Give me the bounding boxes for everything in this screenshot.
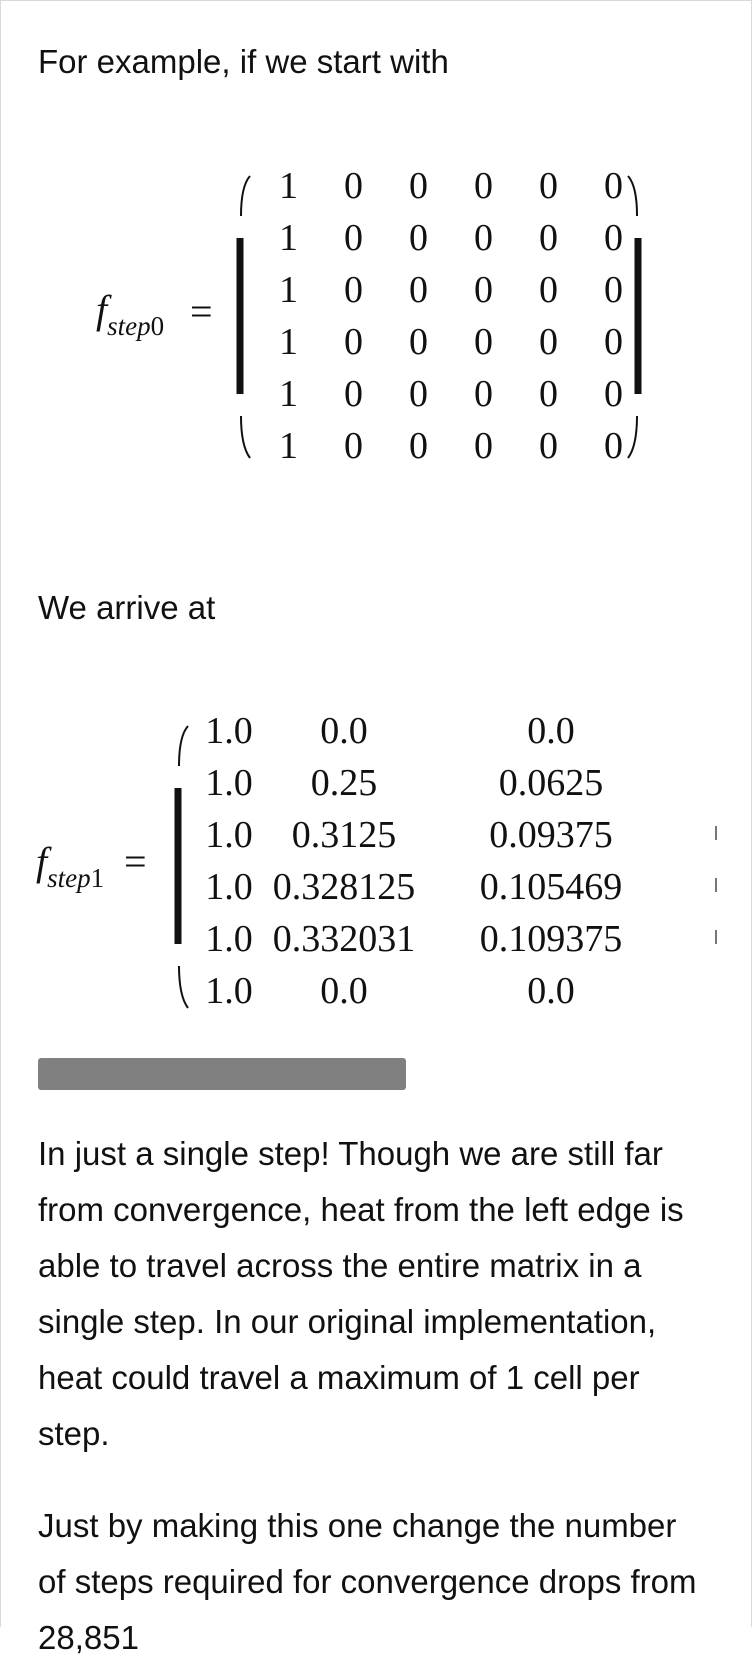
matrix-cell: 0: [604, 165, 623, 207]
matrix-cell: 1.0: [205, 866, 253, 908]
intro-text: For example, if we start with: [38, 43, 449, 80]
matrix-cell: 0: [409, 373, 428, 415]
horizontal-scrollbar[interactable]: [38, 1058, 406, 1090]
matrix-cell: 0: [539, 321, 558, 363]
matrix-cell: 0: [409, 321, 428, 363]
matrix-cell: 0.09375: [489, 814, 613, 856]
matrix-cell: 0: [474, 373, 493, 415]
matrix-cell: 1.0: [205, 762, 253, 804]
matrix-cell: 0.0: [527, 970, 575, 1012]
equals-sign: =: [190, 289, 213, 334]
matrix-cell: 0: [474, 165, 493, 207]
matrix-cell: 0: [409, 165, 428, 207]
equals-sign: =: [124, 839, 147, 884]
arrive-text: We arrive at: [38, 589, 216, 626]
matrix-cell: 0: [604, 425, 623, 467]
matrix-cell: 0: [344, 165, 363, 207]
overflow-edge-mark: [715, 930, 717, 944]
matrix-cell: 0: [604, 373, 623, 415]
paragraph-1: In just a single step! Though we are sti…: [38, 1135, 684, 1452]
function-label: fstep0: [96, 287, 165, 341]
matrix-cell: 1: [279, 373, 298, 415]
matrix-cell: 0.0: [320, 710, 368, 752]
matrix-cell: 0: [539, 217, 558, 259]
matrix-cell: 0.0: [527, 710, 575, 752]
matrix-cell: 0: [604, 321, 623, 363]
matrix-cell: 0: [344, 321, 363, 363]
matrix-cell: 0.3125: [291, 814, 397, 856]
matrix-cell: 0: [344, 373, 363, 415]
overflow-edge-mark: [715, 826, 717, 840]
left-paren: [236, 175, 251, 459]
matrix-cell: 1.0: [205, 918, 253, 960]
matrix-cell: 0: [539, 269, 558, 311]
function-label: fstep1: [36, 839, 105, 893]
matrix-cell: 0: [409, 425, 428, 467]
matrix-cell: 0.332031: [272, 918, 416, 960]
matrix-cell: 1.0: [205, 710, 253, 752]
matrix-cell: 1: [279, 165, 298, 207]
matrix-cell: 0: [474, 321, 493, 363]
matrix-step0: 1 0 0 0 0 0 1 0 0 0 0 0 1 0 0 0 0 0 1 0 0 0 0 0 1 0 0 0 0 0 1 0 0 0 0 0: [256, 160, 646, 472]
matrix-cell: 0.109375: [479, 918, 623, 960]
matrix-cell: 0: [344, 217, 363, 259]
matrix-cell: 1: [279, 269, 298, 311]
matrix-cell: 1.0: [205, 970, 253, 1012]
matrix-cell: 0: [474, 217, 493, 259]
matrix-cell: 0: [344, 269, 363, 311]
matrix-cell: 0: [604, 269, 623, 311]
matrix-cell: 0: [409, 269, 428, 311]
matrix-cell: 1: [279, 321, 298, 363]
matrix-cell: 0: [409, 217, 428, 259]
matrix-step1: 1.0 0.0 0.0 1.0 0.25 0.0625 1.0 0.3125 0.09375 1.…: [194, 705, 678, 1017]
matrix-cell: 0: [539, 373, 558, 415]
left-paren: [174, 725, 189, 1009]
overflow-edge-mark: [715, 878, 717, 892]
matrix-cell: 1: [279, 217, 298, 259]
paragraph-2: Just by making this one change the numbe…: [38, 1507, 697, 1656]
right-paren: [627, 175, 642, 459]
matrix-cell: 1: [279, 425, 298, 467]
matrix-cell: 0.0: [320, 970, 368, 1012]
matrix-cell: 0: [344, 425, 363, 467]
matrix-cell: 1.0: [205, 814, 253, 856]
matrix-cell: 0: [474, 425, 493, 467]
matrix-cell: 0: [539, 165, 558, 207]
matrix-cell: 0: [604, 217, 623, 259]
matrix-cell: 0.328125: [272, 866, 416, 908]
matrix-cell: 0.105469: [479, 866, 623, 908]
matrix-cell: 0: [539, 425, 558, 467]
matrix-cell: 0.0625: [498, 762, 604, 804]
matrix-cell: 0.25: [310, 762, 378, 804]
matrix-cell: 0: [474, 269, 493, 311]
